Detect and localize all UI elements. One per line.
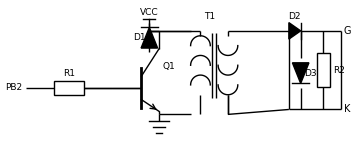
Bar [317,53,330,87]
Text: D3: D3 [303,69,316,78]
Text: D2: D2 [288,12,301,21]
Polygon shape [292,63,309,83]
Bar [54,81,84,95]
Text: T1: T1 [204,12,215,21]
Text: VCC: VCC [140,8,159,17]
Text: K: K [344,104,350,114]
Polygon shape [289,23,301,39]
Text: R1: R1 [63,69,75,78]
Text: R2: R2 [333,66,345,75]
Text: D1: D1 [133,33,145,42]
Text: Q1: Q1 [162,62,175,71]
Text: G: G [344,26,351,36]
Polygon shape [141,27,158,48]
Text: PB2: PB2 [5,83,23,92]
